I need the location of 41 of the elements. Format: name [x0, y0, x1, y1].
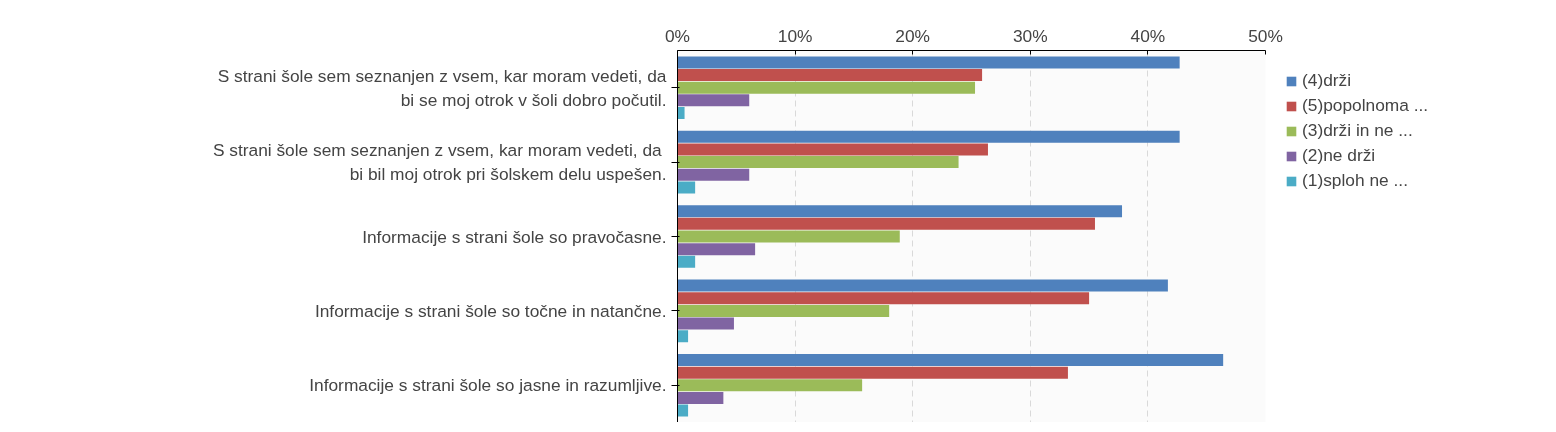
- bar: [677, 379, 863, 392]
- bar: [677, 205, 1123, 218]
- bar: [677, 255, 696, 268]
- x-tick-label: 50%: [1248, 25, 1283, 46]
- bar: [677, 366, 1068, 379]
- x-tick-label: 40%: [1130, 25, 1166, 46]
- bar: [677, 181, 696, 194]
- y-tick-label: S strani šole sem seznanjen z vsem, kar moram vedeti, da bi se moj otrok v šoli dobro počutil.: [217, 65, 667, 110]
- x-tick-label: 0%: [664, 25, 691, 46]
- bar: [677, 94, 750, 107]
- bar: [677, 106, 685, 119]
- legend-label: (1)sploh ne ...: [1302, 170, 1408, 191]
- legend-label: (2)ne drži: [1302, 145, 1376, 166]
- bar: [677, 292, 1090, 305]
- bar: [677, 354, 1224, 367]
- legend-label: (3)drži in ne ...: [1302, 120, 1413, 141]
- y-tick-label: S strani šole sem seznanjen z vsem, kar moram vedeti, da bi bil moj otrok pri šolskem delu uspešen.: [212, 140, 667, 185]
- bar: [677, 143, 988, 156]
- x-tick-label: 20%: [895, 25, 931, 46]
- bar: [677, 156, 959, 169]
- legend-label: (5)popolnoma ...: [1302, 95, 1429, 116]
- bar: [677, 230, 900, 243]
- x-tick-label: 30%: [1012, 25, 1048, 46]
- y-tick-label: Informacije s strani šole so točne in natančne.: [314, 300, 667, 321]
- y-tick-label: Informacije s strani šole so jasne in razumljive.: [309, 375, 667, 396]
- y-tick-label: Informacije s strani šole so pravočasne.: [362, 226, 667, 247]
- bar: [677, 391, 724, 404]
- bar: [677, 243, 756, 256]
- x-tick-label: 10%: [777, 25, 813, 46]
- bar: [677, 317, 734, 330]
- bar: [677, 69, 983, 82]
- bar: [677, 130, 1180, 143]
- bar: [677, 168, 750, 181]
- bar: [677, 404, 689, 417]
- bar: [677, 304, 890, 317]
- legend-label: (4)drži: [1302, 70, 1352, 91]
- bar: [677, 330, 689, 343]
- bar: [677, 279, 1168, 292]
- bar: [677, 217, 1095, 230]
- bar: [677, 56, 1180, 69]
- bar: [677, 81, 976, 94]
